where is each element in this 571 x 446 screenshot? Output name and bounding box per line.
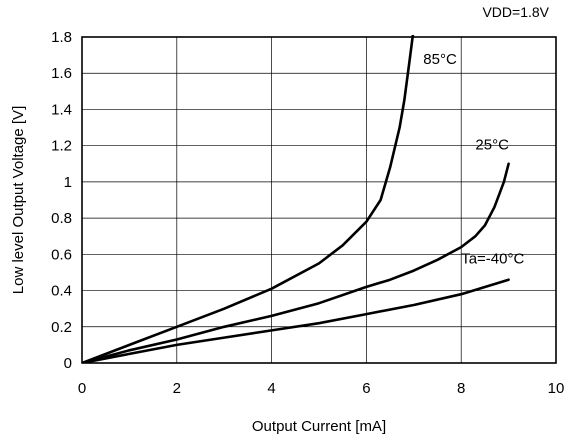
y-axis-ticks: 0 0.2 0.4 0.6 0.8 1 1.2 1.4 1.6 1.8 bbox=[51, 29, 72, 372]
grid bbox=[82, 37, 556, 363]
x-tick-label: 10 bbox=[548, 380, 565, 397]
x-axis-ticks: 0 2 4 6 8 10 bbox=[78, 380, 565, 397]
x-tick-label: 0 bbox=[78, 380, 86, 397]
y-tick-label: 0 bbox=[64, 355, 72, 372]
y-tick-label: 0.2 bbox=[51, 319, 72, 336]
series-line-0 bbox=[82, 35, 415, 363]
y-tick-label: 1.2 bbox=[51, 138, 72, 155]
y-tick-label: 1.6 bbox=[51, 65, 72, 82]
x-tick-label: 6 bbox=[362, 380, 370, 397]
x-tick-label: 2 bbox=[173, 380, 181, 397]
series-annotation: 25°C bbox=[475, 136, 509, 153]
series-annotation: Ta=-40°C bbox=[461, 250, 524, 267]
y-tick-label: 1.8 bbox=[51, 29, 72, 46]
corner-note: VDD=1.8V bbox=[482, 4, 549, 20]
series-line-2 bbox=[82, 278, 510, 363]
series-annotation: 85°C bbox=[423, 51, 457, 68]
x-axis-label: Output Current [mA] bbox=[252, 418, 386, 435]
y-axis-label: Low level Output Voltage [V] bbox=[10, 106, 27, 294]
y-tick-label: 1 bbox=[64, 174, 72, 191]
series-line-1 bbox=[82, 162, 510, 363]
x-tick-label: 4 bbox=[267, 380, 275, 397]
plot-frame bbox=[81, 36, 557, 364]
y-tick-label: 1.4 bbox=[51, 101, 72, 118]
annotations: 85°C 25°C Ta=-40°C bbox=[423, 51, 524, 267]
x-tick-label: 8 bbox=[457, 380, 465, 397]
y-tick-label: 0.8 bbox=[51, 210, 72, 227]
series-layer bbox=[82, 35, 510, 363]
y-tick-label: 0.6 bbox=[51, 246, 72, 263]
y-tick-label: 0.4 bbox=[51, 283, 72, 300]
